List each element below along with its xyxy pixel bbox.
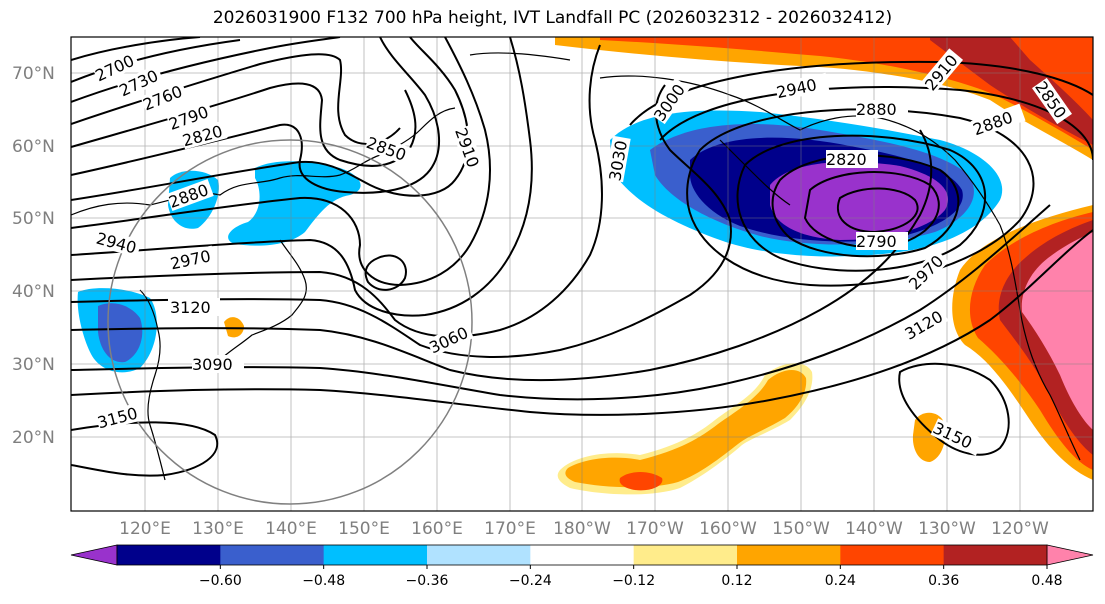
contour-line [71,37,533,317]
contour-line [71,129,933,382]
lon-label: 120°E [119,519,171,539]
contour-line [837,187,919,234]
colorbar-segment [117,545,221,565]
contour-label: 2880 [856,100,897,119]
lon-label: 170°E [484,519,536,539]
contour-line [71,39,241,83]
lat-label: 70°N [12,64,55,84]
contour-line [898,362,1010,456]
lat-label: 50°N [12,209,55,229]
coastline [999,224,1081,461]
colorbar-tick-label: −0.24 [509,573,552,589]
lat-label: 30°N [12,355,55,375]
lon-label: 120°W [991,519,1049,539]
colorbar-segment [323,545,428,565]
lat-label: 60°N [12,137,55,157]
coastline [219,239,307,361]
contour-label: 2790 [856,232,897,251]
map-frame [70,36,1094,512]
colorbar-tick-label: 0.48 [1031,573,1062,589]
coastline [719,139,791,206]
contour-label: 3090 [192,355,233,374]
ivt-region [1021,232,1093,430]
colorbar-tick-label: 0.12 [721,573,752,589]
lon-label: 170°W [626,519,684,539]
map-title: 2026031900 F132 700 hPa height, IVT Land… [212,8,893,28]
colorbar-segment [530,545,635,565]
contour-line [71,84,732,358]
contour-line [71,37,341,103]
contour-line [71,37,470,201]
colorbar-extend-left [70,544,118,566]
lon-label: 130°W [918,519,976,539]
ivt-region [224,317,244,338]
lat-label: 20°N [12,428,55,448]
colorbar-segment [840,545,945,565]
contour-line [364,254,407,291]
lon-label: 160°E [411,519,463,539]
colorbar-tick-label: −0.60 [199,573,242,589]
contour-line [71,44,603,338]
lon-label: 180°W [553,519,611,539]
colorbar-segment [737,545,841,565]
contour-label: 2820 [826,150,867,169]
colorbar-extend-right [1046,544,1094,566]
ivt-region [619,472,663,491]
colorbar-segment [943,545,1048,565]
contour-line [736,134,986,272]
ivt-region [565,369,807,488]
contour-line [803,171,940,248]
colorbar-tick-label: 0.24 [825,573,856,589]
colorbar: −0.60 −0.48 −0.36 −0.24 −0.12 0.12 0.24 0.36 0.4… [70,544,1094,589]
contour-line [71,37,201,61]
coastline [599,75,1001,226]
lon-label: 150°W [772,519,830,539]
lat-label: 40°N [12,282,55,302]
colorbar-segment [427,545,531,565]
height-contours [71,37,1093,477]
region-circle [107,139,473,505]
contour-line [71,229,1093,416]
colorbar-segment [633,545,738,565]
colorbar-tick-label: −0.12 [612,573,655,589]
ivt-region [770,161,948,240]
colorbar-tick-label: 0.36 [928,573,959,589]
contour-label: 3120 [170,298,211,317]
latitude-labels: 70°N 60°N 50°N 40°N 30°N 20°N [12,64,55,448]
lon-label: 150°E [338,519,390,539]
colorbar-segment [220,545,325,565]
lon-label: 140°W [845,519,903,539]
colorbar-tick-label: −0.36 [406,573,449,589]
ivt-region [1010,37,1093,120]
lon-label: 130°E [192,519,244,539]
longitude-labels: 120°E 130°E 140°E 150°E 160°E 170°E 180°… [119,519,1049,539]
colorbar-outline [116,544,1048,566]
lon-label: 140°E [265,519,317,539]
contour-line [71,421,218,477]
coastline [469,52,571,61]
contour-line [71,204,1051,401]
lon-label: 160°W [699,519,757,539]
colorbar-tick-label: −0.48 [302,573,345,589]
contour-line [71,37,441,194]
coastline [139,289,166,481]
